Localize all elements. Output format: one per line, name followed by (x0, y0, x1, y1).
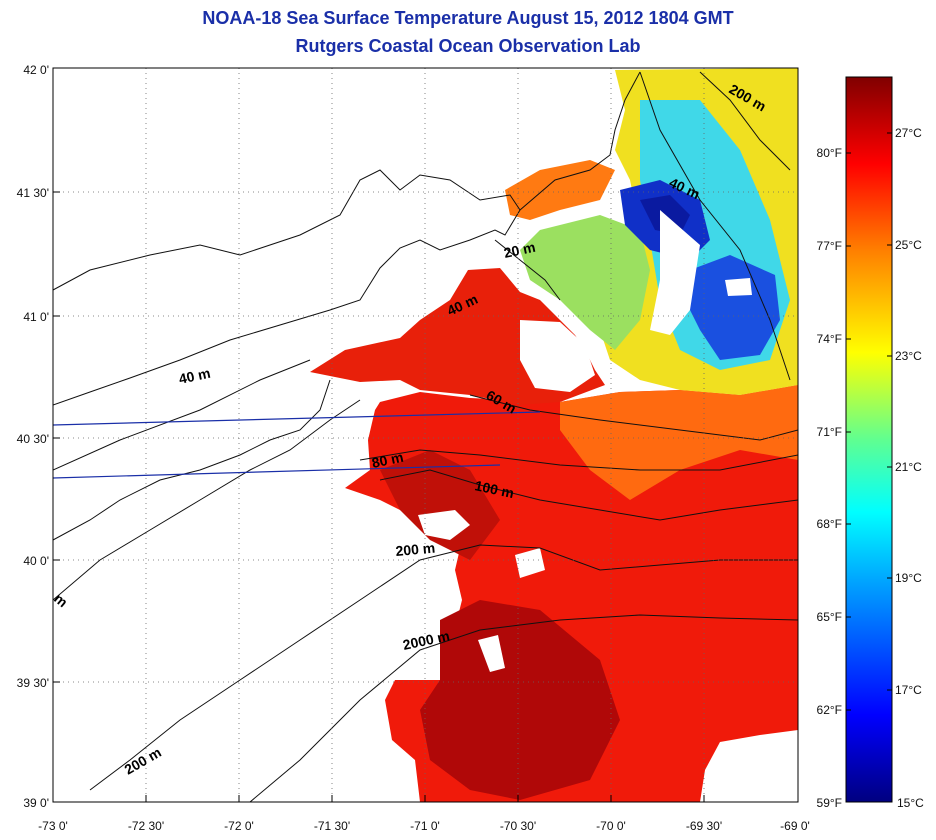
colorbar-f-label: 71°F (817, 425, 842, 439)
lat-tick-label: 40 0' (23, 554, 49, 568)
cloud-gap (418, 510, 470, 540)
lon-tick-label: -69 30' (686, 819, 722, 833)
cloud-gap (700, 730, 798, 802)
celsius-labels: 27°C 25°C 23°C 21°C 19°C 17°C 15°C (895, 126, 924, 810)
colorbar-c-label: 25°C (895, 238, 922, 252)
colorbar-f-label: 68°F (817, 517, 842, 531)
transect-lines (52, 411, 541, 479)
isobath-100m (379, 469, 798, 521)
sst-green-region (520, 215, 650, 350)
colorbar-f-label: 65°F (817, 610, 842, 624)
lon-tick-label: -72 30' (128, 819, 164, 833)
graticule (53, 68, 798, 802)
sst-orange-band (560, 385, 798, 500)
lon-tick-label: -71 0' (410, 819, 440, 833)
longitude-labels: -73 0' -72 30' -72 0' -71 30' -71 0' -70… (38, 819, 810, 833)
transect-line-north (52, 411, 541, 426)
colorbar-f-label: 77°F (817, 239, 842, 253)
lon-tick-label: -73 0' (38, 819, 68, 833)
lat-tick-label: 39 30' (17, 676, 49, 690)
contour-label: 40 m (177, 365, 212, 387)
lat-tick-label: 42 0' (23, 63, 49, 77)
transect-line-south (52, 464, 501, 479)
lat-tick-label: 41 30' (17, 186, 49, 200)
cloud-gap (515, 548, 545, 578)
map-subtitle: Rutgers Coastal Ocean Observation Lab (295, 36, 641, 56)
contour-label: m (51, 590, 71, 610)
lon-tick-label: -70 0' (596, 819, 626, 833)
cloud-gap (520, 320, 595, 392)
colorbar-ticks (846, 132, 892, 711)
lon-tick-label: -72 0' (224, 819, 254, 833)
colorbar-f-label: 80°F (817, 146, 842, 160)
lat-tick-label: 40 30' (17, 432, 49, 446)
contour-label: 200 m (122, 744, 164, 778)
cloud-gap (725, 278, 752, 296)
lat-tick-label: 39 0' (23, 796, 49, 810)
fahrenheit-labels: 80°F 77°F 74°F 71°F 68°F 65°F 62°F 59°F (817, 146, 842, 810)
isobath-2000m (249, 614, 798, 802)
isobath-20m (494, 239, 561, 301)
sst-dark-red-patch (420, 600, 620, 800)
colorbar-c-label: 23°C (895, 349, 922, 363)
colorbar-c-label: 15°C (897, 796, 924, 810)
coastline-cape-cod (519, 71, 641, 211)
isobath-200m-sw (89, 544, 798, 791)
colorbar-c-label: 19°C (895, 571, 922, 585)
cloud-gap (650, 210, 700, 335)
lat-tick-label: 41 0' (23, 310, 49, 324)
colorbar-c-label: 27°C (895, 126, 922, 140)
sst-dark-red-patch-2 (380, 450, 500, 560)
sst-cold-core-south (685, 255, 780, 360)
frame-ticks (53, 191, 705, 802)
map-title: NOAA-18 Sea Surface Temperature August 1… (202, 8, 734, 28)
lon-tick-label: -69 0' (780, 819, 810, 833)
contour-label: 80 m (370, 449, 405, 471)
sst-data-layer (310, 68, 798, 802)
lon-tick-label: -70 30' (500, 819, 536, 833)
latitude-labels: 42 0' 41 30' 41 0' 40 30' 40 0' 39 30' 3… (17, 63, 49, 810)
cloud-gap (478, 635, 505, 672)
colorbar-f-label: 62°F (817, 703, 842, 717)
contour-label: 20 m (502, 239, 537, 261)
isobath-40m-ne (639, 71, 791, 381)
isobath-inner-ny (53, 359, 311, 471)
isobath-80m (359, 449, 798, 471)
sst-orange-north (505, 160, 615, 220)
colorbar: 80°F 77°F 74°F 71°F 68°F 65°F 62°F 59°F … (817, 76, 924, 810)
colorbar-c-label: 21°C (895, 460, 922, 474)
colorbar-gradient (845, 76, 893, 803)
isobath-40m-nj (53, 399, 361, 601)
isobath-200m-ne (699, 71, 791, 171)
coastline-new-jersey (53, 379, 331, 541)
isobath-60m (469, 394, 798, 441)
contour-label: 200 m (395, 540, 436, 559)
colorbar-f-label: 74°F (817, 332, 842, 346)
colorbar-c-label: 17°C (895, 683, 922, 697)
coastline-long-island (53, 169, 521, 406)
colorbar-f-label: 59°F (817, 796, 842, 810)
lon-tick-label: -71 30' (314, 819, 350, 833)
coastline-and-contours (53, 71, 798, 802)
